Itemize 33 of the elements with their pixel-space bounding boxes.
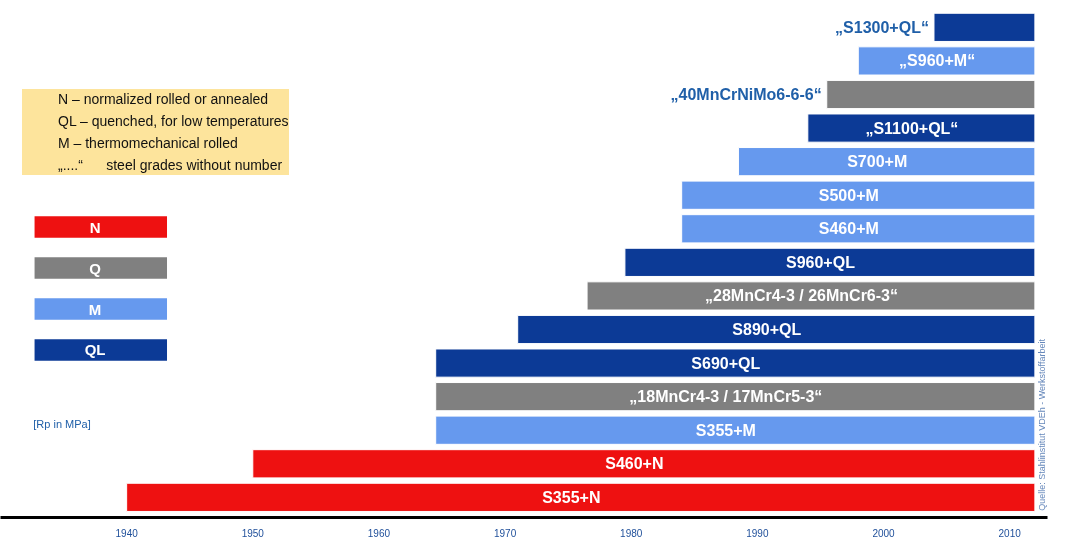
text: Q — [89, 259, 102, 277]
y-tick-label: „28MnCr4-3 / 26MnCr6-3“ — [705, 287, 898, 305]
x-tick-label: 1970 — [493, 527, 517, 539]
x-tick-label: 1990 — [746, 527, 769, 539]
y-tick-label: S890+QL — [732, 321, 802, 338]
y-tick-label: „S1100+QL“ — [865, 119, 959, 137]
y-tick-label: „S1300+QL“ — [835, 18, 929, 36]
x-tick-label: 1950 — [241, 527, 265, 539]
y-tick-label: S355+M — [695, 421, 756, 439]
annotation: M – thermomechanical rolled — [58, 134, 238, 152]
y-tick-label: S690+QL — [691, 354, 761, 372]
text: M — [88, 300, 102, 318]
text: QL — [84, 341, 106, 359]
annotation: [Rp in MPa] — [33, 417, 91, 430]
x-tick-label: 1940 — [115, 527, 139, 539]
x-tick-label: 1980 — [620, 527, 643, 539]
text: N — [89, 218, 101, 236]
x-tick-label: 2010 — [998, 527, 1022, 539]
annotation: „....“ steel grades without number — [58, 156, 283, 174]
annotation: N – normalized rolled or annealed — [58, 90, 269, 108]
annotation: Quelle: Stahlinstitut VDEh - Werkstoffarbeit — [1037, 338, 1048, 511]
x-tick-label: 2000 — [872, 527, 896, 539]
y-tick-label: „40MnCrNiMo6-6-6“ — [670, 86, 822, 103]
y-tick-label: „18MnCr4-3 / 17MnCr5-3“ — [629, 388, 823, 406]
y-tick-label: S700+M — [847, 153, 908, 171]
y-tick-label: S355+N — [542, 488, 601, 506]
y-tick-label: „S960+M“ — [899, 52, 976, 70]
y-tick-label: S500+M — [818, 186, 879, 204]
x-tick-label: 1960 — [367, 527, 391, 539]
y-tick-label: S460+N — [605, 455, 664, 473]
annotation: QL – quenched, for low temperatures — [58, 112, 289, 130]
y-tick-label: S460+M — [818, 220, 879, 238]
y-tick-label: S960+QL — [785, 253, 856, 271]
